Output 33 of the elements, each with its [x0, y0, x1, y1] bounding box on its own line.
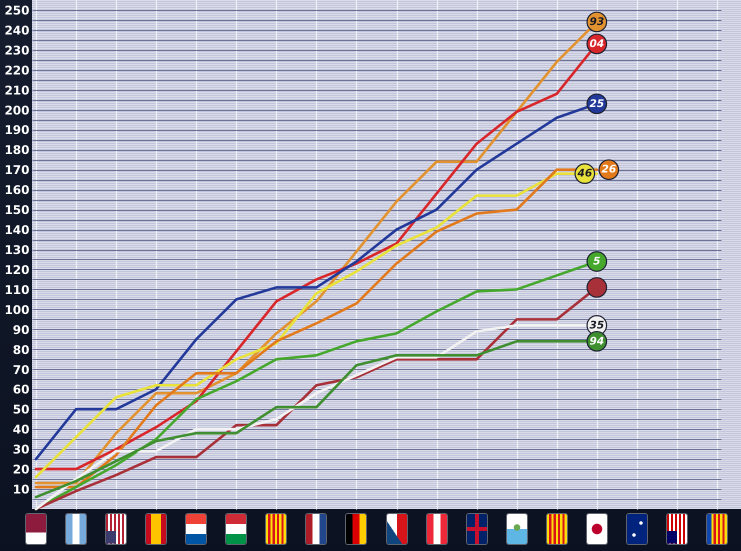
- y-tick-label: 180: [4, 143, 30, 158]
- y-tick-label: 160: [4, 183, 30, 198]
- y-tick-label: 10: [12, 482, 30, 497]
- y-tick-label: 200: [4, 103, 30, 118]
- series-label: 46: [576, 168, 592, 180]
- y-tick-label: 220: [4, 63, 30, 78]
- series-label: 04: [590, 38, 604, 50]
- y-tick-label: 50: [12, 402, 30, 417]
- y-tick-label: 40: [12, 422, 30, 437]
- y-tick-label: 60: [12, 382, 30, 397]
- y-tick-label: 190: [4, 123, 30, 138]
- y-tick-label: 80: [12, 342, 30, 357]
- y-tick-label: 230: [4, 43, 30, 58]
- y-tick-label: 250: [4, 3, 30, 18]
- y-tick-label: 20: [12, 462, 30, 477]
- y-tick-label: 120: [4, 262, 30, 277]
- series-label: 5: [593, 255, 600, 268]
- y-tick-label: 140: [4, 223, 30, 238]
- y-tick-label: 210: [4, 83, 30, 98]
- y-tick-label: 70: [12, 362, 30, 377]
- y-tick-label: 240: [4, 23, 30, 38]
- y-tick-label: 130: [4, 243, 30, 258]
- series-label: 93: [590, 16, 604, 28]
- series-label: 26: [602, 164, 616, 176]
- y-tick-label: 170: [4, 163, 30, 178]
- y-tick-label: 150: [4, 203, 30, 218]
- y-tick-label: 30: [12, 442, 30, 457]
- y-tick-label: 110: [4, 282, 30, 297]
- series-label: 35: [590, 319, 604, 332]
- y-tick-label: 90: [12, 322, 30, 337]
- series-label: 25: [590, 98, 604, 110]
- series-label: 94: [590, 335, 604, 348]
- y-tick-label: 100: [4, 302, 30, 317]
